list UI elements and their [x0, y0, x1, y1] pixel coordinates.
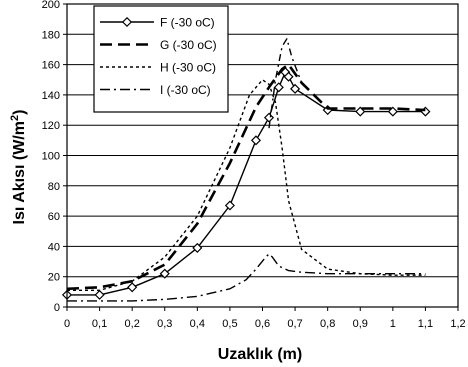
x-axis-title: Uzaklık (m) [218, 346, 302, 363]
x-tick-label: 1 [390, 318, 396, 330]
y-axis-title: Isı Akısı (W/m2) [9, 110, 28, 225]
data-point [355, 106, 366, 117]
x-tick-label: 0,5 [222, 318, 237, 330]
series-line-1 [66, 63, 426, 291]
x-tick-label: 0,8 [320, 318, 335, 330]
legend: F (-30 oC) G (-30 oC) H (-30 oC) I (-30 oC) [93, 5, 229, 113]
y-tick-label: 40 [48, 241, 60, 253]
y-tick-label: 0 [54, 302, 60, 314]
x-tick-label: 0,1 [92, 318, 107, 330]
x-tick-label: 0,3 [157, 318, 172, 330]
x-tick-label: 1,1 [418, 318, 433, 330]
series-line-0 [67, 71, 426, 296]
x-tick-label: 0,4 [190, 318, 205, 330]
y-axis-title-main: Isı Akısı (W/m [11, 121, 28, 224]
x-tick-label: 0,7 [287, 318, 302, 330]
series-line-4 [268, 38, 303, 129]
y-axis-title-close: ) [11, 110, 28, 115]
data-point [127, 282, 138, 293]
data-point [94, 289, 105, 300]
y-tick-label: 20 [48, 272, 60, 284]
series-line-2 [67, 79, 426, 291]
data-point [290, 83, 301, 94]
data-point [224, 200, 235, 211]
legend-label: I (-30 oC) [160, 83, 211, 97]
data-point [159, 268, 170, 279]
y-tick-label: 140 [42, 90, 60, 102]
plot-frame [66, 3, 459, 308]
y-axis-title-sup: 2 [9, 115, 21, 121]
y-tick-label: 80 [48, 181, 60, 193]
y-tick-label: 100 [42, 151, 60, 163]
data-point [387, 106, 398, 117]
legend-label: F (-30 oC) [160, 16, 215, 30]
data-point [273, 82, 284, 93]
y-tick-label: 120 [42, 120, 60, 132]
x-tick-label: 0,2 [125, 318, 140, 330]
data-point [192, 242, 203, 253]
legend-marker [121, 16, 133, 28]
series-layer [61, 38, 431, 302]
y-tick-label: 60 [48, 211, 60, 223]
data-point [283, 71, 294, 82]
x-tick-label: 0,6 [255, 318, 270, 330]
legend-label: G (-30 oC) [160, 38, 217, 52]
y-tick-label: 200 [42, 0, 60, 11]
legend-label: H (-30 oC) [160, 61, 216, 75]
series-line-3 [67, 253, 426, 302]
y-tick-label: 160 [42, 60, 60, 72]
x-tick-label: 0,9 [353, 318, 368, 330]
tick-labels: 0 20 40 60 80 100 120 140 160 180 200 0 0,1 0,2 0,3 0,4… [42, 0, 466, 330]
axes [63, 3, 459, 311]
data-point [250, 135, 262, 146]
y-tick-label: 180 [42, 29, 60, 41]
x-tick-label: 0 [64, 318, 70, 330]
legend-box [93, 5, 229, 113]
x-tick-label: 1,2 [450, 318, 465, 330]
